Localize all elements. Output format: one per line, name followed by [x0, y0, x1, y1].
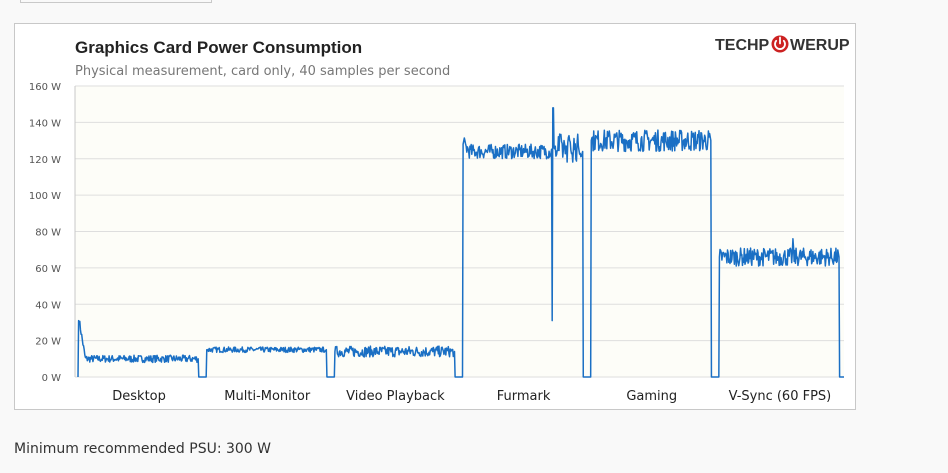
power-trace-line — [77, 107, 844, 378]
chart-subtitle: Physical measurement, card only, 40 samp… — [75, 64, 450, 79]
x-category-label: Furmark — [497, 389, 551, 404]
techpowerup-logo: TECHP WERUP — [715, 35, 850, 54]
psu-recommendation: Minimum recommended PSU: 300 W — [14, 441, 272, 457]
y-tick-label: 160 W — [29, 82, 61, 93]
x-category-label: Video Playback — [346, 389, 445, 404]
series-power-trace — [77, 107, 844, 378]
chart-panel: 0 W 20 W 40 W 60 W 80 W 100 W 120 W 140 W 160 W … — [14, 23, 856, 410]
logo-text-right: WERUP — [790, 37, 850, 54]
y-tick-labels: 0 W 20 W 40 W 60 W 80 W 100 W 120 W 140 W 160 W — [29, 82, 61, 384]
x-category-label: V-Sync (60 FPS) — [729, 389, 832, 404]
y-tick-label: 80 W — [35, 228, 61, 239]
top-tab-stub — [20, 0, 212, 3]
y-tick-label: 20 W — [35, 337, 61, 348]
chart-title: Graphics Card Power Consumption — [75, 38, 362, 57]
y-tick-label: 0 W — [42, 373, 62, 384]
logo-text-left: TECHP — [715, 37, 770, 54]
y-tick-label: 120 W — [29, 155, 61, 166]
x-category-label: Multi-Monitor — [224, 389, 311, 404]
x-category-label: Gaming — [626, 389, 677, 404]
x-category-label: Desktop — [112, 389, 166, 404]
y-tick-label: 40 W — [35, 300, 61, 311]
y-tick-label: 60 W — [35, 264, 61, 275]
y-tick-label: 100 W — [29, 191, 61, 202]
x-category-labels: Desktop Multi-Monitor Video Playback Furmar… — [112, 389, 831, 404]
y-tick-label: 140 W — [29, 118, 61, 129]
